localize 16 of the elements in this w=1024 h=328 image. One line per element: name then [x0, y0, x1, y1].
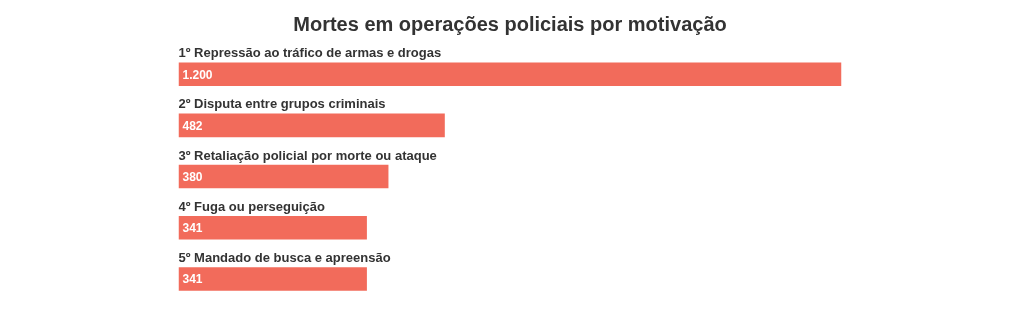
bar: [178, 62, 842, 86]
chart-title: Mortes em operações policiais por motivação: [293, 12, 727, 35]
data-label: 341: [182, 272, 203, 287]
data-label: 341: [182, 221, 203, 236]
data-label: 482: [182, 118, 203, 133]
bar: [178, 164, 389, 189]
bar: [178, 113, 445, 138]
bar: [178, 216, 367, 240]
bar: [178, 267, 367, 291]
y-tick-label: 3º Retaliação policial por morte ou ataque: [178, 147, 437, 163]
y-tick-label: 2º Disputa entre grupos criminais: [178, 96, 386, 112]
y-tick-label: 4º Fuga ou perseguição: [178, 198, 325, 214]
data-label: 1.200: [182, 67, 213, 82]
y-tick-label: 1º Repressão ao tráfico de armas e drogas: [178, 45, 442, 61]
y-tick-label: 5º Mandado de busca e apreensão: [178, 249, 391, 265]
data-label: 380: [182, 170, 203, 185]
